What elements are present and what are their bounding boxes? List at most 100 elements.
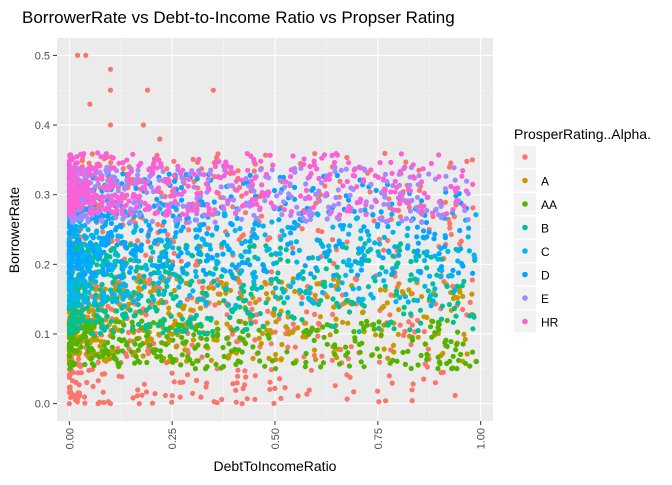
data-point (89, 151, 95, 157)
data-point (351, 329, 357, 335)
data-point (280, 174, 287, 180)
data-point (419, 294, 425, 300)
data-point (445, 248, 451, 254)
data-point (108, 232, 114, 238)
data-point (93, 319, 99, 325)
data-point (129, 319, 135, 325)
data-point (247, 262, 253, 268)
data-point (320, 324, 326, 330)
data-point (66, 327, 73, 334)
data-point (235, 373, 241, 379)
data-point (224, 163, 230, 169)
data-point (195, 342, 201, 348)
data-point (442, 339, 448, 346)
data-point (196, 330, 202, 336)
data-point (382, 171, 388, 177)
data-point (308, 367, 314, 373)
y-tick-label: 0.3 (35, 190, 50, 202)
data-point (360, 177, 367, 183)
data-point (429, 210, 436, 216)
data-point (275, 270, 281, 276)
data-point (217, 291, 223, 297)
data-point (156, 177, 162, 183)
data-point (188, 307, 194, 313)
data-point (140, 353, 146, 359)
data-point (147, 277, 153, 283)
data-point (361, 364, 367, 370)
data-point (194, 176, 200, 182)
data-point (125, 329, 132, 336)
data-point (127, 242, 133, 248)
data-point (333, 328, 339, 334)
data-point (108, 272, 114, 278)
data-point (95, 378, 101, 384)
data-point (405, 187, 411, 193)
data-point (80, 270, 87, 276)
data-point (114, 299, 120, 305)
data-point (194, 195, 200, 201)
data-point (408, 365, 414, 372)
data-point (210, 271, 216, 277)
data-point (467, 299, 473, 305)
data-point (364, 228, 370, 234)
data-point (278, 356, 284, 362)
data-point (190, 337, 196, 343)
data-point (137, 211, 143, 217)
data-point (134, 180, 140, 186)
data-point (83, 190, 89, 196)
data-point (446, 301, 452, 308)
data-point (99, 348, 105, 354)
data-point (129, 294, 135, 300)
data-point (375, 388, 381, 394)
data-point (455, 329, 461, 335)
data-point (281, 289, 287, 295)
data-point (119, 259, 125, 265)
data-point (473, 212, 479, 218)
data-point (398, 241, 404, 247)
data-point (194, 245, 200, 251)
data-point (220, 267, 226, 273)
data-point (66, 248, 72, 254)
data-point (66, 340, 73, 347)
data-point (185, 354, 191, 360)
data-point (68, 275, 74, 281)
data-point (469, 157, 475, 163)
data-point (203, 271, 209, 277)
data-point (166, 171, 172, 177)
data-point (146, 281, 153, 287)
data-point (384, 300, 390, 306)
data-point (156, 331, 162, 337)
data-point (142, 200, 148, 206)
data-point (203, 258, 209, 264)
data-point (95, 401, 101, 407)
data-point (324, 216, 330, 222)
data-point (186, 219, 192, 225)
data-point (214, 337, 220, 343)
data-point (154, 152, 160, 158)
data-point (315, 333, 321, 339)
data-point (407, 277, 413, 283)
data-point (200, 267, 206, 273)
data-point (166, 270, 172, 276)
data-point (327, 332, 333, 338)
data-point (380, 255, 386, 261)
data-point (175, 191, 182, 197)
data-point (204, 336, 210, 342)
data-point (168, 291, 174, 297)
data-point (414, 234, 420, 240)
data-point (79, 205, 85, 211)
data-point (402, 294, 408, 300)
data-point (93, 218, 99, 224)
data-point (409, 334, 415, 340)
data-point (242, 249, 248, 255)
data-point (66, 303, 72, 309)
data-point (447, 221, 453, 227)
data-point (179, 352, 185, 358)
data-point (459, 261, 465, 267)
data-point (124, 192, 130, 198)
data-point (190, 207, 196, 213)
data-point (99, 199, 105, 205)
data-point (68, 157, 74, 163)
data-point (229, 327, 235, 333)
